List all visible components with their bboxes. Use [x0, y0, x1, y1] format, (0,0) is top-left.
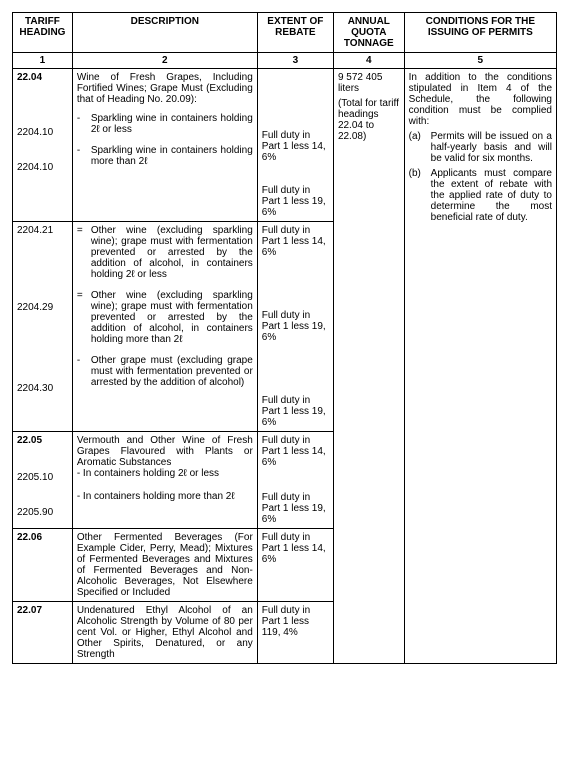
description-cell: Other Fermented Beverages (For Example C…	[72, 529, 257, 602]
bullet-dash: -	[77, 145, 85, 167]
tariff-heading-cell: 22.05 2205.10 2205.90	[13, 432, 73, 529]
header-quota: ANNUAL QUOTA TONNAGE	[333, 13, 404, 53]
rebate-text: Full duty in Part 1 less 19, 6%	[262, 395, 329, 428]
description-sub: - In containers holding more than 2ℓ	[77, 491, 253, 502]
condition-label: (b)	[409, 168, 427, 223]
description-main: Undenatured Ethyl Alcohol of an Alcoholi…	[77, 605, 253, 660]
rebate-text: Full duty in Part 1 less 14, 6%	[262, 225, 329, 258]
tariff-code: 22.04	[17, 72, 68, 83]
tariff-subcode: 2204.29	[17, 302, 68, 313]
condition-label: (a)	[409, 131, 427, 164]
rebate-text: Full duty in Part 1 less 14, 6%	[262, 130, 329, 163]
colnum-5: 5	[404, 53, 556, 69]
description-cell: Vermouth and Other Wine of Fresh Grapes …	[72, 432, 257, 529]
tariff-subcode: 2204.10	[17, 162, 68, 173]
quota-cell: 9 572 405 liters (Total for tariff headi…	[333, 69, 404, 664]
equals-marker: =	[77, 225, 85, 280]
description-cell: Undenatured Ethyl Alcohol of an Alcoholi…	[72, 602, 257, 664]
description-sub: - In containers holding 2ℓ or less	[77, 468, 253, 479]
rebate-text: Full duty in Part 1 less 14, 6%	[262, 532, 329, 565]
description-sub: Other grape must (excluding grape must w…	[91, 355, 253, 388]
tariff-subcode: 2205.10	[17, 472, 68, 483]
rebate-text: Full duty in Part 1 less 19, 6%	[262, 310, 329, 343]
conditions-list: (a) Permits will be issued on a half-yea…	[409, 131, 552, 223]
rebate-cell: Full duty in Part 1 less 14, 6%	[257, 529, 333, 602]
header-conditions: CONDITIONS FOR THE ISSUING OF PERMITS	[404, 13, 556, 53]
quota-note: (Total for tariff headings 22.04 to 22.0…	[338, 98, 400, 142]
number-row: 1 2 3 4 5	[13, 53, 557, 69]
description-main: Wine of Fresh Grapes, Including Fortifie…	[77, 72, 253, 105]
tariff-subcode: 2204.21	[17, 225, 68, 236]
rebate-cell: Full duty in Part 1 less 14, 6% Full dut…	[257, 69, 333, 222]
description-sub: Other wine (excluding sparkling wine); g…	[91, 290, 253, 345]
rebate-cell: Full duty in Part 1 less 14, 6% Full dut…	[257, 432, 333, 529]
condition-item: (a) Permits will be issued on a half-yea…	[409, 131, 552, 164]
description-sub: Sparkling wine in containers holding 2ℓ …	[91, 113, 253, 135]
tariff-heading-cell: 22.07	[13, 602, 73, 664]
conditions-cell: In addition to the conditions stipulated…	[404, 69, 556, 664]
tariff-subcode: 2205.90	[17, 507, 68, 518]
tariff-code: 22.07	[17, 605, 68, 616]
rebate-cell: Full duty in Part 1 less 14, 6% Full dut…	[257, 222, 333, 432]
tariff-code: 22.06	[17, 532, 68, 543]
tariff-heading-cell: 2204.21 2204.29 2204.30	[13, 222, 73, 432]
quota-value: 9 572 405 liters	[338, 72, 400, 94]
description-cell: = Other wine (excluding sparkling wine);…	[72, 222, 257, 432]
tariff-heading-cell: 22.06	[13, 529, 73, 602]
tariff-code: 22.05	[17, 435, 68, 446]
description-sub: Other wine (excluding sparkling wine); g…	[91, 225, 253, 280]
colnum-4: 4	[333, 53, 404, 69]
header-tariff: TARIFF HEADING	[13, 13, 73, 53]
description-sub: Sparkling wine in containers holding mor…	[91, 145, 253, 167]
condition-text: Applicants must compare the extent of re…	[431, 168, 552, 223]
description-cell: Wine of Fresh Grapes, Including Fortifie…	[72, 69, 257, 222]
condition-item: (b) Applicants must compare the extent o…	[409, 168, 552, 223]
rebate-text: Full duty in Part 1 less 19, 6%	[262, 492, 329, 525]
colnum-1: 1	[13, 53, 73, 69]
colnum-3: 3	[257, 53, 333, 69]
rebate-text: Full duty in Part 1 less 19, 6%	[262, 185, 329, 218]
condition-text: Permits will be issued on a half-yearly …	[431, 131, 552, 164]
header-rebate: EXTENT OF REBATE	[257, 13, 333, 53]
equals-marker: =	[77, 290, 85, 345]
rebate-text: Full duty in Part 1 less 14, 6%	[262, 435, 329, 468]
header-row: TARIFF HEADING DESCRIPTION EXTENT OF REB…	[13, 13, 557, 53]
bullet-dash: -	[77, 113, 85, 135]
table-row: 22.04 2204.10 2204.10 Wine of Fresh Grap…	[13, 69, 557, 222]
rebate-cell: Full duty in Part 1 less 119, 4%	[257, 602, 333, 664]
tariff-subcode: 2204.10	[17, 127, 68, 138]
tariff-heading-cell: 22.04 2204.10 2204.10	[13, 69, 73, 222]
rebate-text: Full duty in Part 1 less 119, 4%	[262, 605, 329, 638]
tariff-subcode: 2204.30	[17, 383, 68, 394]
bullet-dash: -	[77, 355, 85, 388]
header-description: DESCRIPTION	[72, 13, 257, 53]
description-main: Vermouth and Other Wine of Fresh Grapes …	[77, 435, 253, 468]
conditions-intro: In addition to the conditions stipulated…	[409, 72, 552, 127]
colnum-2: 2	[72, 53, 257, 69]
description-main: Other Fermented Beverages (For Example C…	[77, 532, 253, 598]
tariff-table: TARIFF HEADING DESCRIPTION EXTENT OF REB…	[12, 12, 557, 664]
